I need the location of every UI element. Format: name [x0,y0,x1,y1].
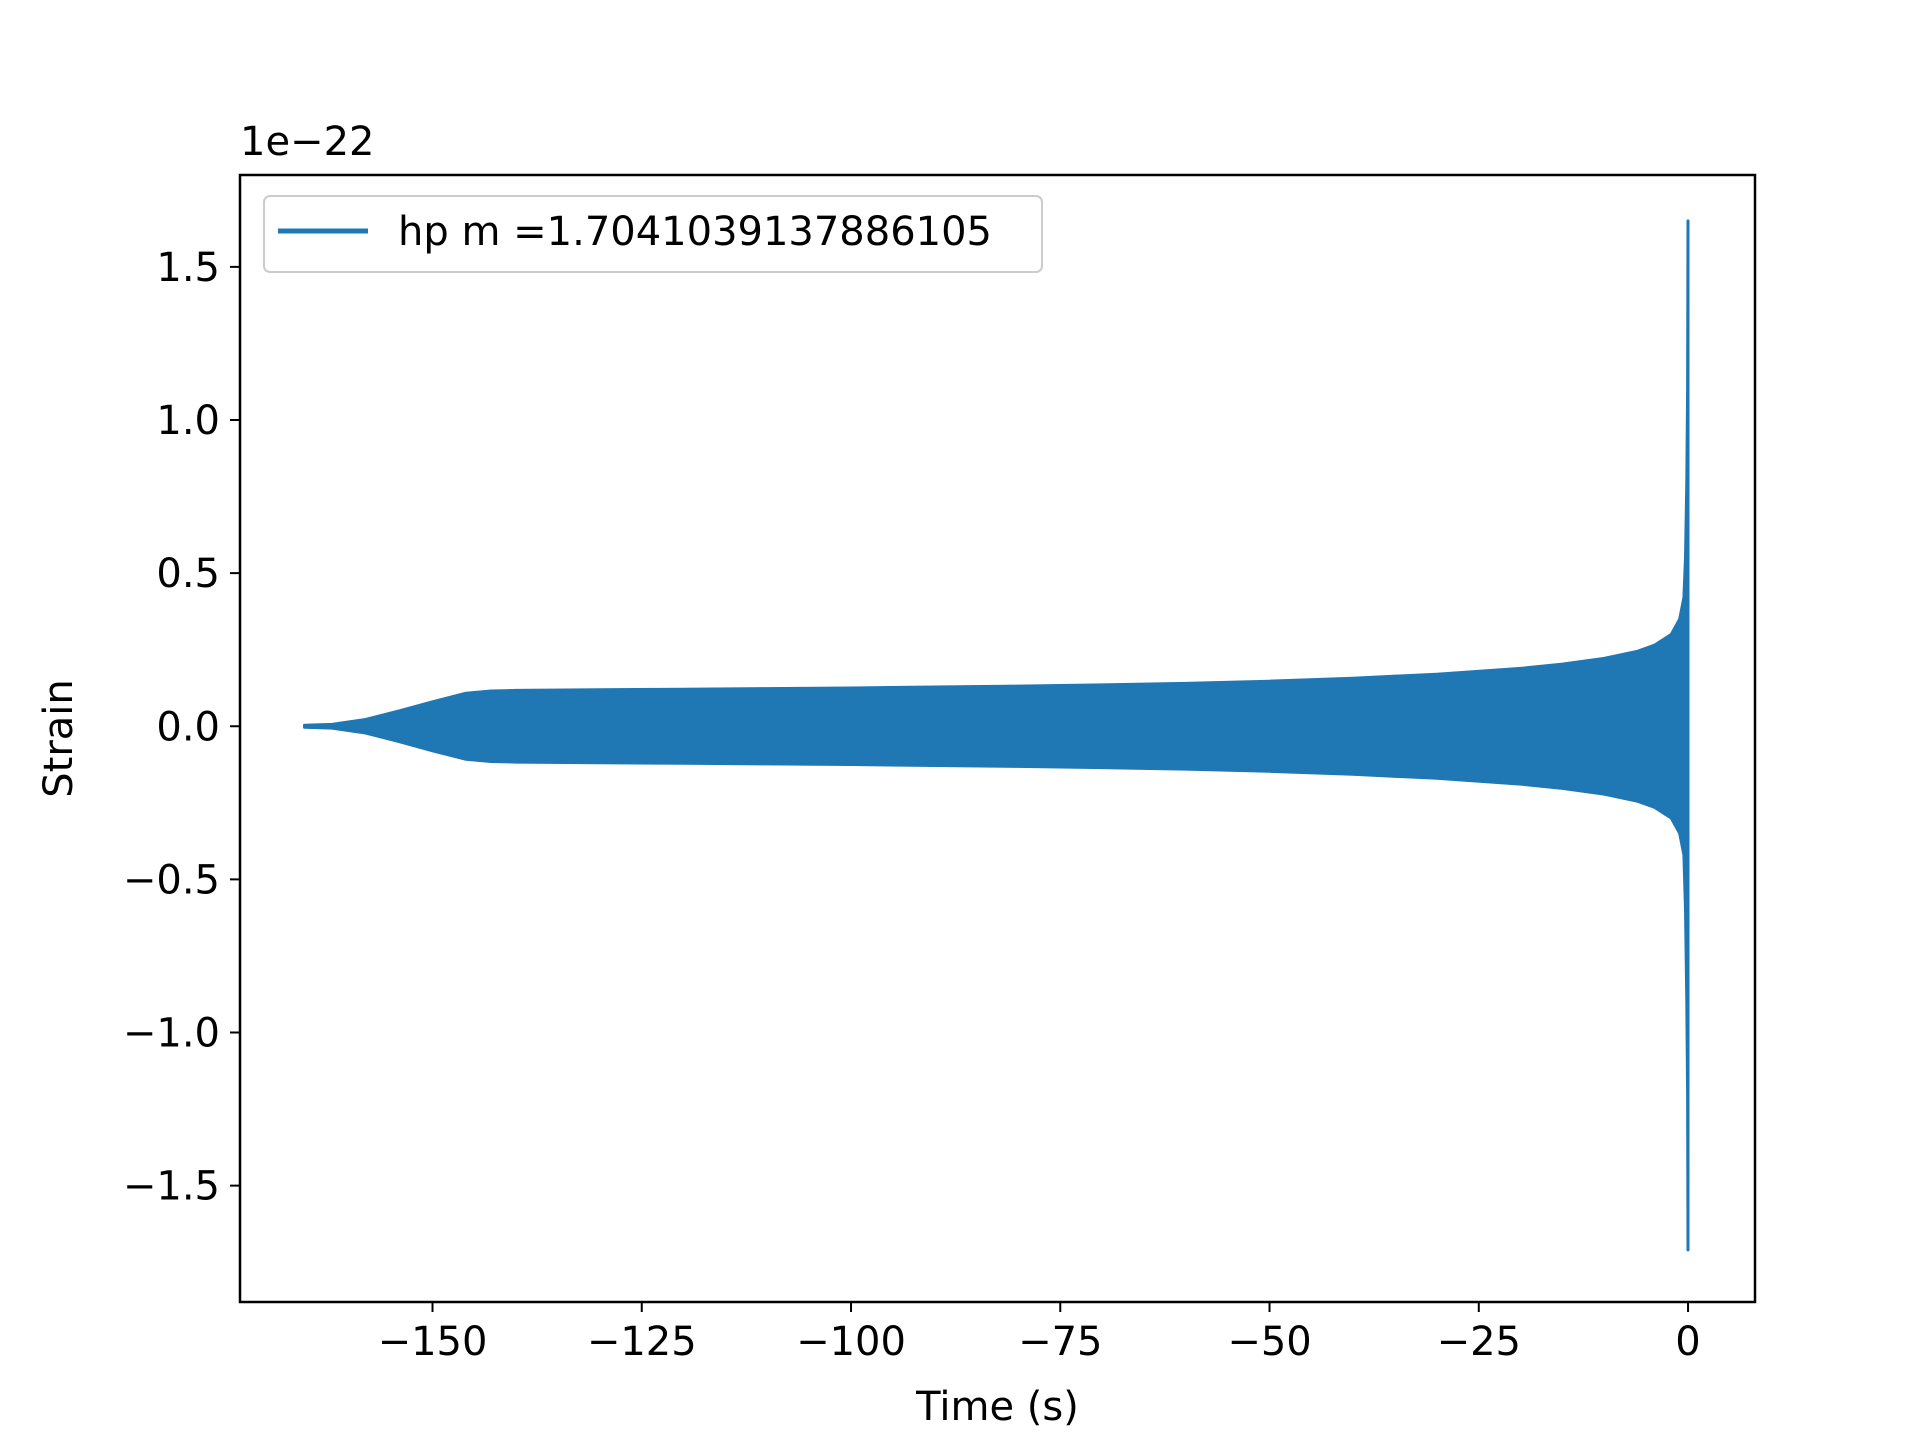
series-waveform [303,219,1690,1252]
y-tick-label: 1.5 [156,245,220,291]
legend-box [263,195,1043,273]
y-tick-label: −1.5 [123,1164,220,1210]
y-tick-label: −1.0 [123,1011,220,1057]
x-tick-label: −100 [796,1319,906,1365]
x-tick-label: −25 [1437,1319,1521,1365]
x-axis-label: Time (s) [915,1384,1079,1430]
plot-area [303,219,1690,1252]
x-tick-label: −125 [587,1319,697,1365]
x-tick-label: −50 [1227,1319,1311,1365]
y-tick-label: 0.0 [156,704,220,750]
x-tick-label: −75 [1018,1319,1102,1365]
legend-label: hp m =1.7041039137886105 [398,209,992,255]
y-axis: 1.5 1.0 0.5 0.0 −0.5 −1.0 −1.5 [123,245,240,1210]
y-tick-label: −0.5 [123,857,220,903]
axes-frame [238,173,1757,1304]
y-axis-label: Strain [36,679,82,798]
y-tick-label: 0.5 [156,551,220,597]
y-axis-offset-label: 1e−22 [240,119,374,165]
x-tick-label: −150 [378,1319,488,1365]
x-axis: −150 −125 −100 −75 −50 −25 0 [378,1302,1701,1365]
y-tick-label: 1.0 [156,398,220,444]
x-tick-label: 0 [1675,1319,1700,1365]
legend: hp m =1.7041039137886105 [263,195,1043,273]
